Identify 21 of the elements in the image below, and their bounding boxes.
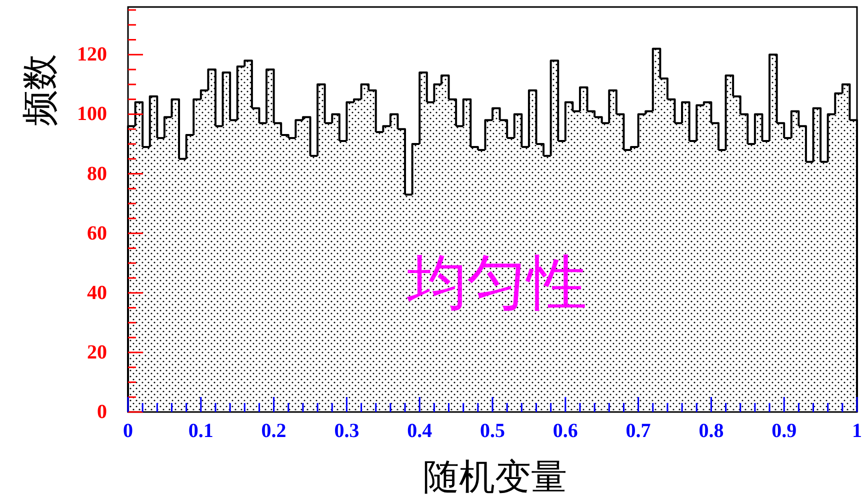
x-tick-label: 0.1 xyxy=(188,420,214,442)
x-tick-label: 0.9 xyxy=(772,420,797,442)
y-tick-label: 100 xyxy=(77,103,107,126)
x-tick-label: 0.5 xyxy=(480,420,505,442)
x-tick-label: 0.4 xyxy=(407,420,432,442)
x-tick-label: 0.2 xyxy=(261,420,286,442)
x-axis-title: 随机变量 xyxy=(423,457,567,497)
x-tick-label: 0.8 xyxy=(698,420,724,442)
x-tick-label: 0.7 xyxy=(626,420,651,442)
x-tick-label: 0.6 xyxy=(552,420,578,442)
y-tick-label: 20 xyxy=(87,341,107,364)
y-axis-title: 频数 xyxy=(20,54,60,126)
y-tick-label: 120 xyxy=(77,44,107,66)
annotation: 均匀性 xyxy=(406,250,587,316)
y-tick-label: 40 xyxy=(87,282,107,304)
y-tick-label: 60 xyxy=(87,222,107,244)
y-tick-label: 80 xyxy=(87,162,107,185)
x-tick-label: 0 xyxy=(123,420,133,442)
x-tick-label: 1 xyxy=(852,420,862,442)
y-tick-label: 0 xyxy=(97,401,107,423)
x-tick-label: 0.3 xyxy=(334,420,360,442)
